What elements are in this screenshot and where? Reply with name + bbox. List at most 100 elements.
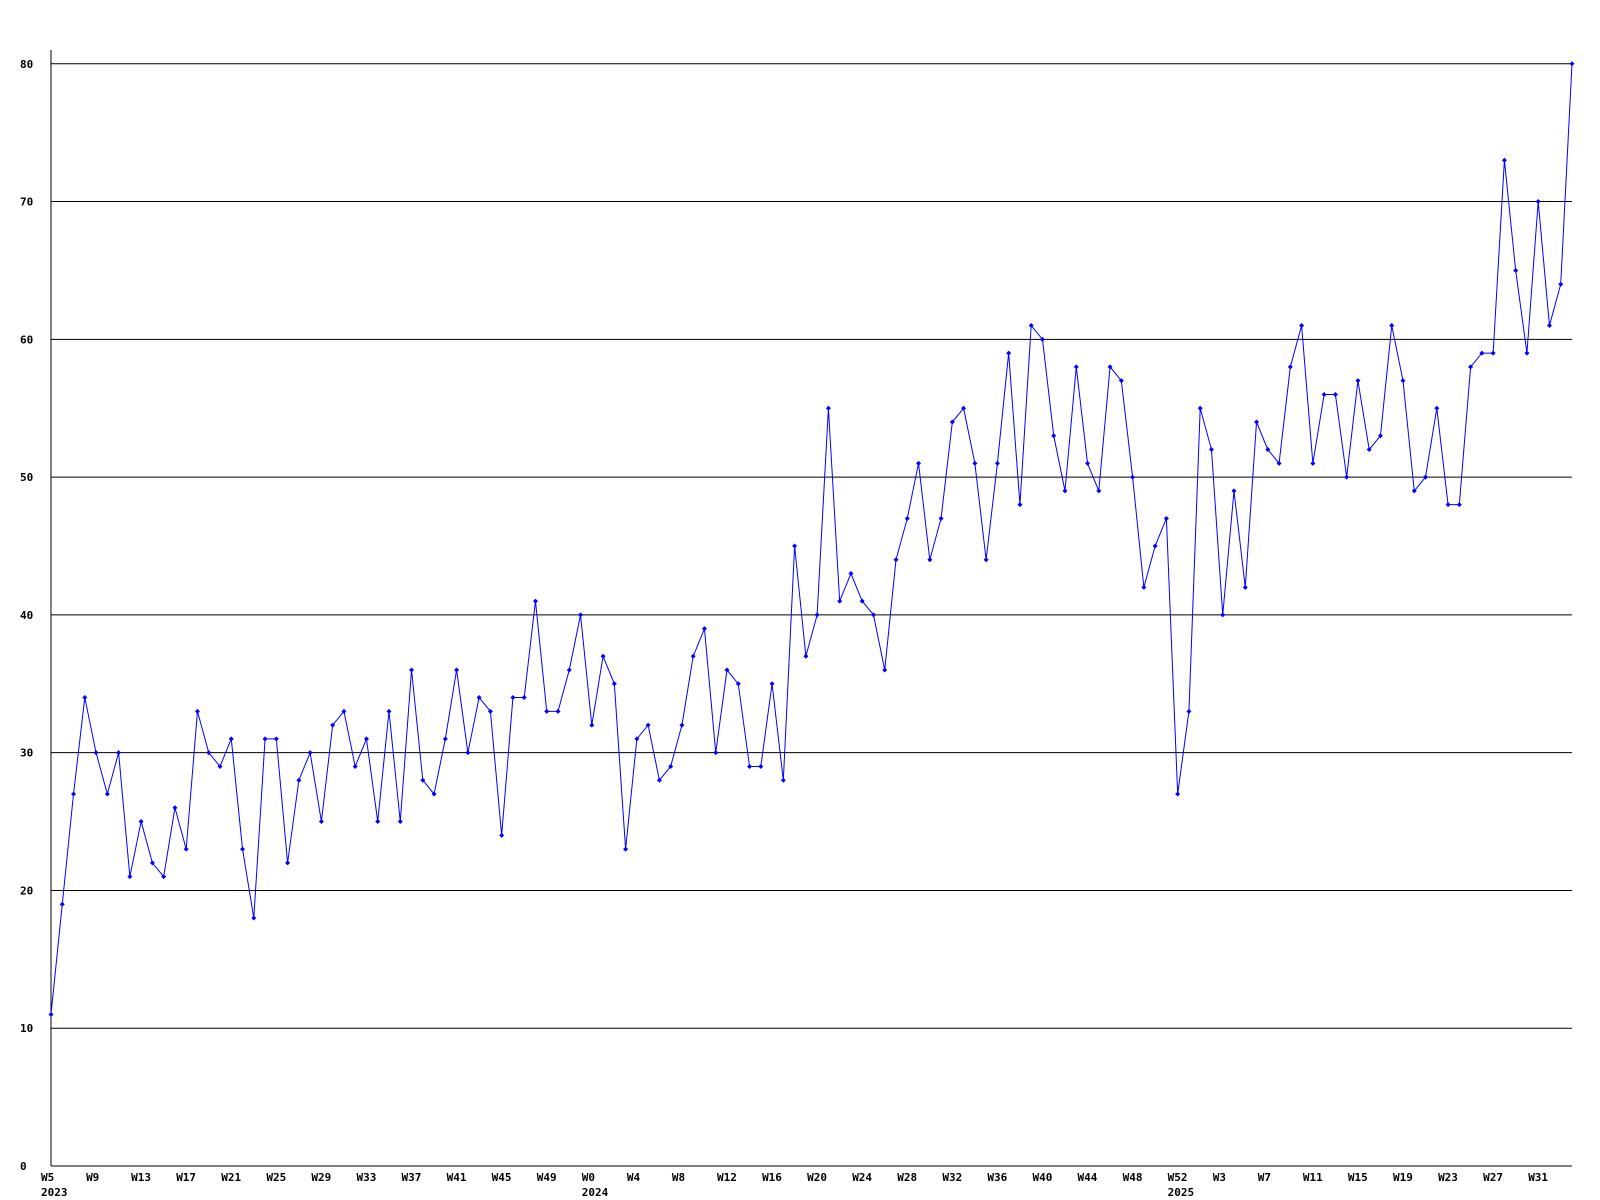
- point: [600, 653, 606, 659]
- point: [138, 819, 144, 825]
- point: [161, 874, 167, 880]
- point: [104, 791, 110, 797]
- point: [1242, 584, 1248, 590]
- point: [566, 667, 572, 673]
- point: [116, 750, 122, 756]
- point: [1355, 378, 1361, 384]
- point: [532, 598, 538, 604]
- point: [634, 736, 640, 742]
- point: [792, 543, 798, 549]
- point: [735, 681, 741, 687]
- point: [1490, 350, 1496, 356]
- point: [758, 763, 764, 769]
- line: [50, 63, 1573, 1015]
- point: [1073, 364, 1079, 370]
- point: [938, 515, 944, 521]
- point: [1344, 474, 1350, 480]
- x-tick-label: W36: [987, 1171, 1007, 1184]
- point: [1501, 157, 1507, 163]
- point: [1569, 61, 1575, 67]
- point: [307, 750, 313, 756]
- x-tick-label: W4: [627, 1171, 641, 1184]
- point: [893, 557, 899, 563]
- point: [870, 612, 876, 618]
- point: [679, 722, 685, 728]
- x-tick-label: W7: [1258, 1171, 1271, 1184]
- point: [251, 915, 257, 921]
- x-tick-label: W29: [311, 1171, 331, 1184]
- y-tick-label: 40: [20, 609, 33, 622]
- point: [1411, 488, 1417, 494]
- point: [803, 653, 809, 659]
- x-tick-label: W0: [582, 1171, 595, 1184]
- point: [1006, 350, 1012, 356]
- point: [1479, 350, 1485, 356]
- x-tick-label: W5: [41, 1171, 54, 1184]
- point: [1028, 323, 1034, 329]
- point: [228, 736, 234, 742]
- x-tick-label: W37: [402, 1171, 422, 1184]
- x-tick-label: W3: [1213, 1171, 1226, 1184]
- point: [330, 722, 336, 728]
- point: [82, 695, 88, 701]
- x-year-label: 2023: [41, 1186, 68, 1199]
- x-tick-label: W16: [762, 1171, 782, 1184]
- point: [487, 708, 493, 714]
- point: [668, 763, 674, 769]
- x-tick-label: W27: [1483, 1171, 1503, 1184]
- point: [240, 846, 246, 852]
- point: [1558, 281, 1564, 287]
- x-tick-label: W41: [447, 1171, 467, 1184]
- point: [1254, 419, 1260, 425]
- point: [1310, 460, 1316, 466]
- point: [578, 612, 584, 618]
- point: [71, 791, 77, 797]
- point: [183, 846, 189, 852]
- point: [690, 653, 696, 659]
- point: [1051, 433, 1057, 439]
- point: [1535, 199, 1541, 205]
- x-tick-label: W24: [852, 1171, 872, 1184]
- x-year-label: 2025: [1168, 1186, 1195, 1199]
- point: [544, 708, 550, 714]
- point: [1085, 460, 1091, 466]
- point: [1366, 447, 1372, 453]
- point: [217, 763, 223, 769]
- point: [127, 874, 133, 880]
- x-tick-label: W45: [492, 1171, 512, 1184]
- point: [476, 695, 482, 701]
- x-tick-label: W20: [807, 1171, 827, 1184]
- point: [724, 667, 730, 673]
- point: [1039, 336, 1045, 342]
- point: [623, 846, 629, 852]
- point: [1434, 405, 1440, 411]
- point: [994, 460, 1000, 466]
- point: [1321, 391, 1327, 397]
- point: [1208, 447, 1214, 453]
- point: [1197, 405, 1203, 411]
- x-tick-label: W48: [1123, 1171, 1143, 1184]
- point: [983, 557, 989, 563]
- point: [1299, 323, 1305, 329]
- point: [521, 695, 527, 701]
- y-tick-label: 60: [20, 333, 33, 346]
- point: [825, 405, 831, 411]
- point: [363, 736, 369, 742]
- point: [341, 708, 347, 714]
- point: [611, 681, 617, 687]
- point: [1400, 378, 1406, 384]
- point: [1220, 612, 1226, 618]
- point: [172, 805, 178, 811]
- point: [1175, 791, 1181, 797]
- point: [589, 722, 595, 728]
- x-tick-label: W12: [717, 1171, 737, 1184]
- point: [296, 777, 302, 783]
- point: [1130, 474, 1136, 480]
- point: [465, 750, 471, 756]
- point: [386, 708, 392, 714]
- point: [713, 750, 719, 756]
- point: [972, 460, 978, 466]
- point: [814, 612, 820, 618]
- y-tick-label: 80: [20, 58, 33, 71]
- point: [1389, 323, 1395, 329]
